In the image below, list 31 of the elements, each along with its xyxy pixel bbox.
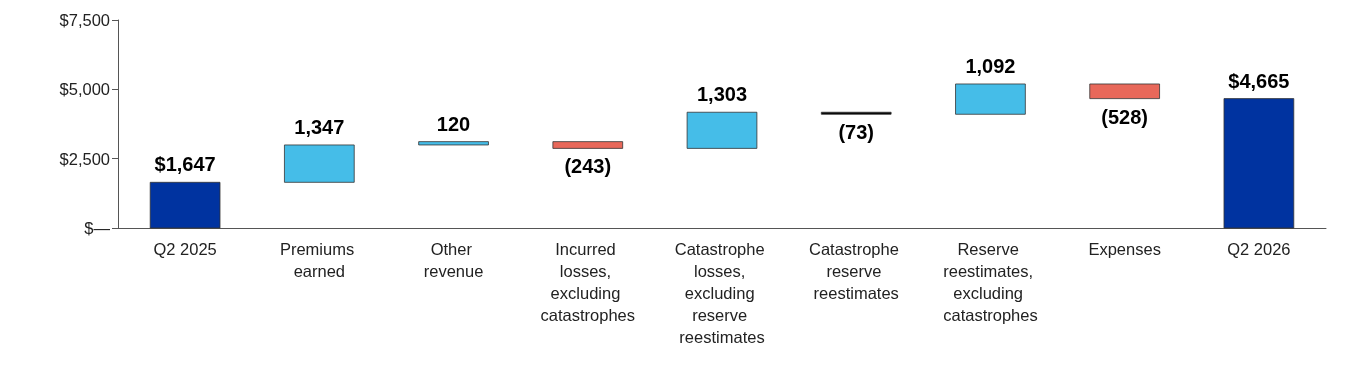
x-tick-label: Q2 2025 bbox=[153, 240, 217, 258]
y-tick-label: $— bbox=[84, 219, 111, 237]
data-label: $4,665 bbox=[1228, 69, 1290, 92]
x-tick-label: Catastrophe reserve reestimates bbox=[808, 240, 904, 302]
bar bbox=[1089, 83, 1160, 100]
bar bbox=[1223, 98, 1295, 229]
bar bbox=[686, 111, 758, 149]
bar bbox=[955, 83, 1026, 115]
data-label: 1,347 bbox=[294, 115, 345, 138]
data-label: 1,092 bbox=[965, 54, 1016, 77]
y-tick-label: $2,500 bbox=[59, 149, 110, 168]
bar bbox=[820, 111, 892, 115]
x-tick-label: Catastrophe losses, excluding reserve reestimates bbox=[674, 240, 770, 346]
y-tick-label: $7,500 bbox=[59, 11, 110, 29]
x-tick-label: Premiums earned bbox=[279, 240, 359, 280]
x-tick-label: Reserve reestimates, excluding catastrophes bbox=[943, 240, 1038, 324]
data-label: (73) bbox=[838, 121, 875, 144]
data-label: $1,647 bbox=[154, 153, 216, 176]
x-tick-label: Incurred losses, excluding catastrophes bbox=[540, 240, 636, 324]
y-tick-label: $5,000 bbox=[59, 80, 110, 99]
data-label: (243) bbox=[564, 155, 612, 178]
data-label: (528) bbox=[1101, 105, 1149, 128]
bar bbox=[284, 144, 355, 183]
data-label: 1,303 bbox=[696, 83, 748, 106]
x-tick-label: Expenses bbox=[1088, 240, 1161, 258]
bar bbox=[149, 181, 221, 229]
data-label: 120 bbox=[436, 112, 471, 135]
bar bbox=[552, 141, 624, 149]
bar bbox=[418, 141, 489, 146]
x-tick-label: Q2 2026 bbox=[1227, 240, 1291, 258]
x-tick-label: Other revenue bbox=[423, 240, 484, 280]
